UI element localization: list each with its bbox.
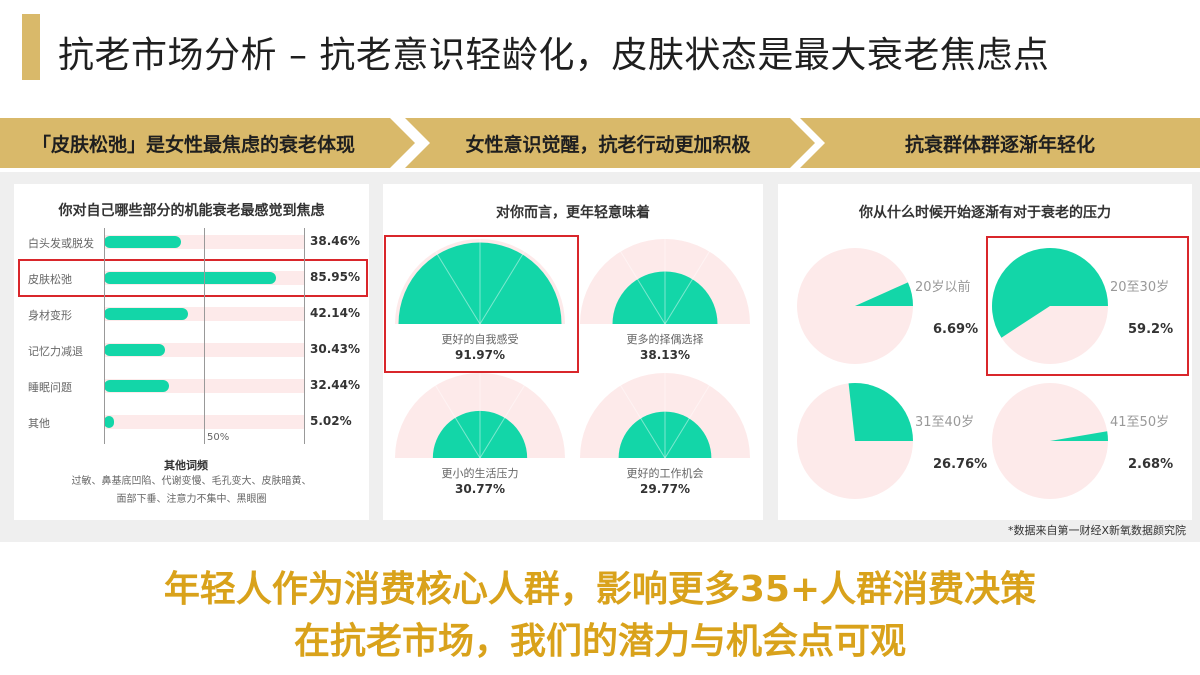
semicircle-guide-1-2 (620, 251, 666, 325)
semicircle-guide-2-2 (435, 385, 481, 459)
bar-value-label-1: 85.95% (310, 270, 360, 284)
banner-2-text: 女性意识觉醒，抗老行动更加积极 (465, 133, 751, 156)
semicircle-0 (398, 242, 562, 324)
semicircle-chart-title: 对你而言，更年轻意味着 (496, 205, 650, 221)
pie-value-3: 2.68% (1128, 457, 1174, 472)
banner-3-text: 抗衰群体群逐渐年轻化 (904, 133, 1095, 156)
panel-bar-chart: 你对自己哪些部分的机能衰老最感觉到焦虑 白头发或脱发 38.46% 皮肤松弛 85.9… (14, 184, 369, 520)
bar-label-4: 睡眠问题 (28, 381, 72, 394)
semicircle-guide-2-0 (479, 385, 525, 459)
bar-2 (104, 308, 189, 320)
bar-value-label-4: 32.44% (310, 378, 360, 392)
banner-1-text: 「皮肤松弛」是女性最焦虑的衰老体现 (31, 133, 355, 156)
pie-slice-2 (848, 383, 913, 441)
conclusion-line-1: 年轻人作为消费核心人群，影响更多35+人群消费决策 (163, 569, 1037, 610)
highlight-box-pie (986, 236, 1189, 376)
pie-label-1: 20至30岁 (1110, 280, 1170, 295)
semicircle-value-2: 30.77% (455, 482, 505, 496)
bar-label-1: 皮肤松弛 (28, 273, 72, 286)
bar-label-2: 身材变形 (28, 309, 72, 322)
semicircle-label-1: 更多的择偶选择 (626, 333, 704, 346)
bar-label-5: 其他 (28, 417, 50, 430)
highlight-box-semicircle (384, 235, 579, 373)
bar-4 (104, 380, 169, 392)
bar-chart-title: 你对自己哪些部分的机能衰老最感觉到焦虑 (58, 203, 325, 219)
page-title: 抗老市场分析 – 抗老意识轻龄化，皮肤状态是最大衰老焦虑点 (58, 35, 1050, 76)
conclusion-line-2: 在抗老市场，我们的潜力与机会点可观 (293, 621, 906, 662)
pie-value-1: 59.2% (1128, 322, 1174, 337)
pie-label-2: 31至40岁 (915, 415, 975, 430)
semicircle-guide-3-2 (620, 385, 666, 459)
bar-value-label-0: 38.46% (310, 234, 360, 248)
semicircle-label-2: 更小的生活压力 (441, 467, 519, 480)
axis-line-50 (204, 228, 205, 444)
banner-3: 抗衰群体群逐渐年轻化 (800, 118, 1200, 168)
bar-value-label-5: 5.02% (310, 414, 352, 428)
bar-label-3: 记忆力减退 (28, 345, 83, 358)
title-accent-bar (22, 14, 40, 80)
bar-0 (104, 236, 181, 248)
semicircle-guide-0-2 (435, 251, 481, 325)
semicircle-2 (432, 410, 528, 458)
bar-value-label-3: 30.43% (310, 342, 360, 356)
bar-label-0: 白头发或脱发 (28, 237, 94, 250)
semicircle-svg (395, 239, 750, 459)
semicircle-label-3: 更好的工作机会 (626, 467, 704, 480)
semicircle-3 (618, 411, 712, 458)
bar-5 (104, 416, 115, 428)
bar-value-label-2: 42.14% (310, 306, 360, 320)
pie-slice-1 (992, 248, 1108, 338)
semicircle-1 (612, 271, 718, 324)
semicircle-guide-0-0 (479, 251, 525, 325)
axis-line-100 (304, 228, 305, 444)
bar-3 (104, 344, 165, 356)
semicircle-guide-1-0 (664, 251, 710, 325)
panel-semicircle-chart: 对你而言，更年轻意味着 更好的自我感受 91.97% 更多的择偶选择 38.13% 更小… (383, 184, 763, 520)
pie-value-2: 26.76% (933, 457, 988, 472)
bar-1 (104, 272, 276, 284)
pie-slice-0 (855, 282, 913, 306)
axis-tick-label: 50% (207, 432, 230, 443)
bar-chart-plot: 白头发或脱发 38.46% 皮肤松弛 85.95% 身材变形 42.14% 记忆力减退 30.… (14, 184, 369, 520)
others-line-1: 过敏、鼻基底凹陷、代谢变慢、毛孔变大、皮肤暗黄、 (71, 476, 312, 487)
pie-label-0: 20岁以前 (915, 280, 971, 295)
pie-chart-plot: 20岁以前 6.69% 20至30岁 59.2% 31至40岁 26.76% 41至50岁 2… (778, 184, 1192, 520)
pie-slice-3 (1050, 431, 1108, 441)
semicircle-value-3: 29.77% (640, 482, 690, 496)
banner-2: 女性意识觉醒，抗老行动更加积极 (405, 118, 815, 168)
semicircle-label-0: 更好的自我感受 (441, 333, 519, 346)
data-source-note: *数据来自第一财经X新氧数据颜究院 (1007, 524, 1186, 537)
semicircle-value-0: 91.97% (455, 348, 505, 362)
panel-pie-chart: 你从什么时候开始逐渐有对于衰老的压力 20岁以前 6.69% 20至30岁 59.2%… (778, 184, 1192, 520)
others-title: 其他词频 (164, 459, 208, 472)
pie-svg (797, 248, 1108, 499)
semicircle-value-1: 38.13% (640, 348, 690, 362)
pie-label-3: 41至50岁 (1110, 415, 1170, 430)
semicircle-guide-3-0 (664, 385, 710, 459)
pie-value-0: 6.69% (933, 322, 979, 337)
semicircle-chart-plot: 更好的自我感受 91.97% 更多的择偶选择 38.13% 更小的生活压力 30.77% 更… (383, 184, 763, 520)
pie-chart-title: 你从什么时候开始逐渐有对于衰老的压力 (859, 205, 1111, 221)
axis-line-0 (104, 228, 105, 444)
banner-1: 「皮肤松弛」是女性最焦虑的衰老体现 (0, 118, 415, 168)
highlight-box (18, 259, 368, 297)
others-line-2: 面部下垂、注意力不集中、黑眼圈 (116, 494, 267, 505)
